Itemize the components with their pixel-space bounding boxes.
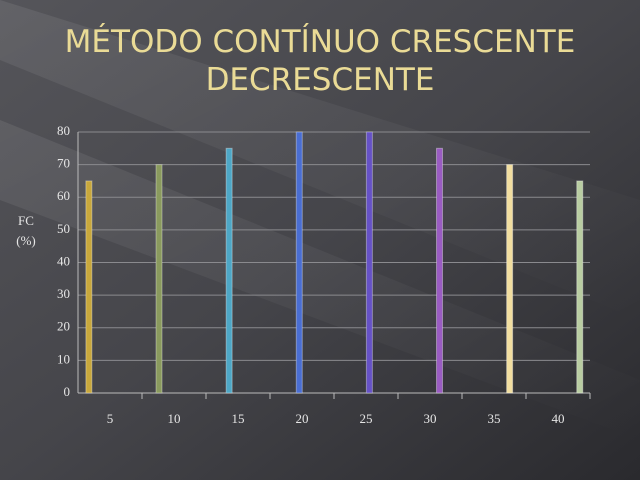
y-tick-label: 30	[57, 286, 70, 301]
bar	[506, 164, 514, 394]
bar	[436, 147, 444, 394]
chart-title: MÉTODO CONTÍNUO CRESCENTE	[65, 24, 576, 60]
bar	[295, 131, 303, 394]
x-tick-label: 15	[232, 411, 245, 426]
bar	[85, 180, 93, 394]
y-axis-label: FC	[18, 213, 34, 228]
y-tick-label: 60	[57, 188, 70, 203]
bar	[576, 180, 584, 394]
y-tick-label: 40	[57, 253, 70, 268]
y-tick-label: 0	[64, 384, 71, 399]
x-tick-label: 10	[168, 411, 181, 426]
y-axis-label: (%)	[16, 233, 36, 248]
x-tick-label: 35	[488, 411, 501, 426]
y-tick-label: 10	[57, 351, 70, 366]
y-tick-label: 80	[57, 123, 70, 138]
x-tick-label: 20	[296, 411, 309, 426]
x-tick-label: 40	[552, 411, 565, 426]
x-tick-label: 25	[360, 411, 373, 426]
background-streak	[0, 0, 640, 320]
bar	[225, 147, 233, 394]
x-tick-label: 5	[107, 411, 114, 426]
bar	[155, 164, 163, 394]
y-tick-label: 20	[57, 319, 70, 334]
x-tick-label: 30	[424, 411, 437, 426]
chart-title: DECRESCENTE	[206, 62, 435, 98]
bar	[365, 131, 373, 394]
y-tick-label: 50	[57, 221, 70, 236]
y-tick-label: 70	[57, 156, 70, 171]
